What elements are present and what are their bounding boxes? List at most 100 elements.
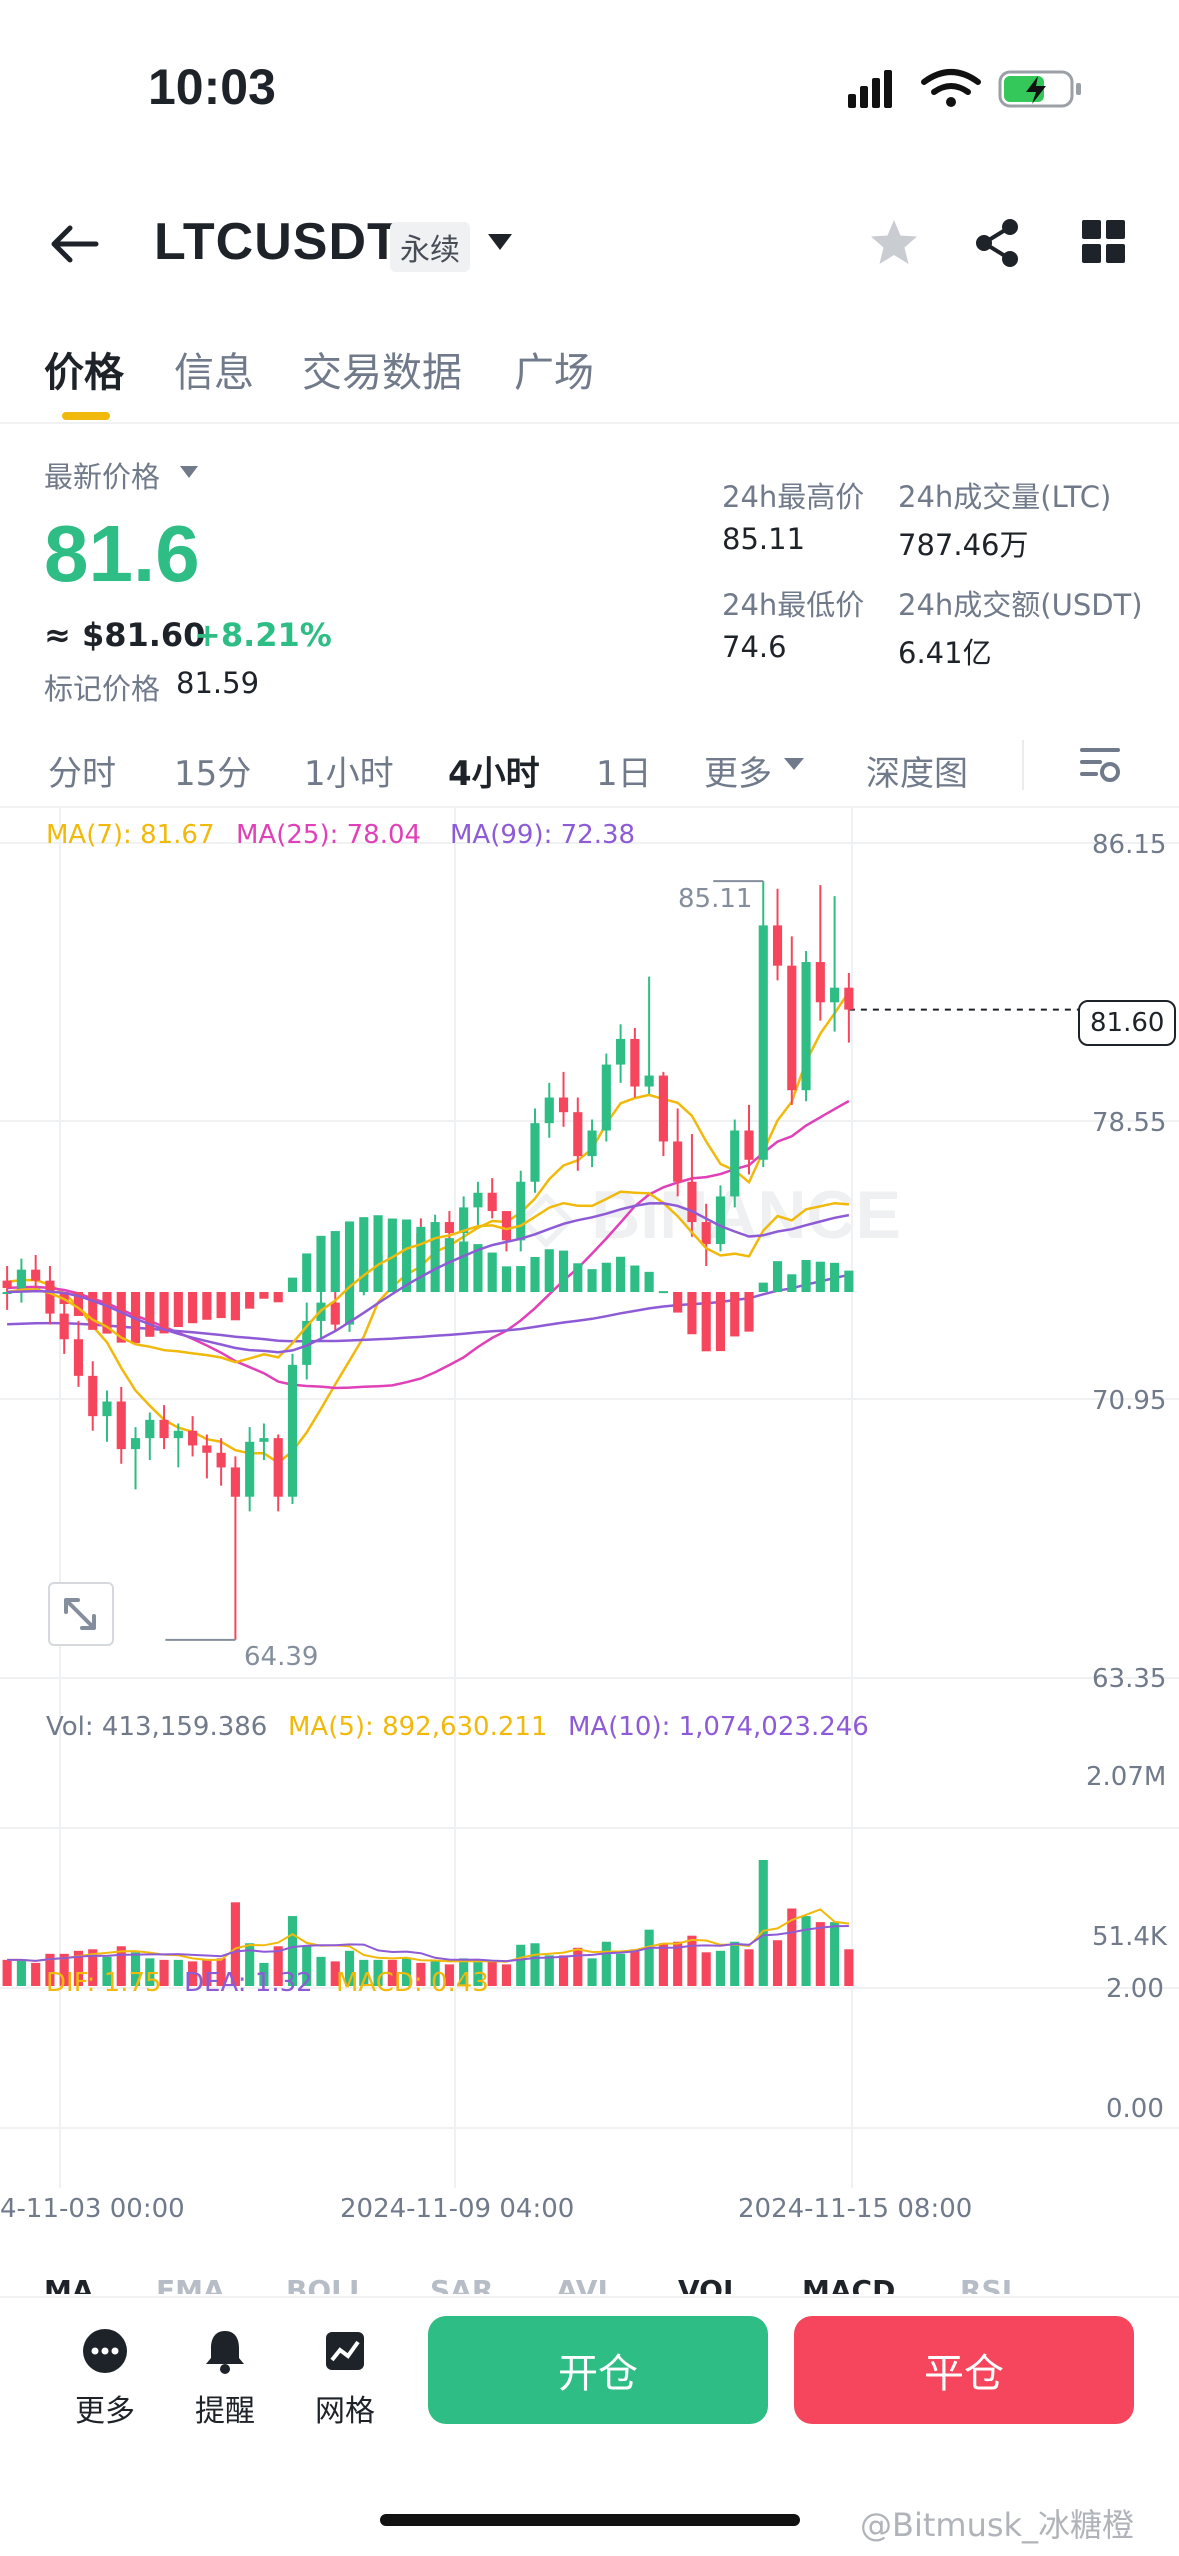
depth-chart-tab[interactable]: 深度图 — [866, 754, 968, 794]
macd-tick: 2.00 — [1106, 1974, 1164, 2004]
interval-4h[interactable]: 4小时 — [448, 754, 540, 794]
candle-body — [473, 1192, 483, 1208]
interval-bottom-divider — [0, 806, 1179, 808]
indicator-macd[interactable]: MACD — [802, 2274, 896, 2294]
caret-down-icon[interactable] — [178, 464, 200, 480]
candle-body — [801, 962, 811, 1091]
macd-histogram-bar — [573, 1263, 583, 1292]
volume-bar — [145, 1958, 155, 1986]
volume-bar — [2, 1959, 12, 1986]
pair-title[interactable]: LTCUSDT — [154, 213, 400, 271]
tab-price[interactable]: 价格 — [44, 350, 124, 396]
candle-body — [159, 1419, 169, 1439]
latest-price-label[interactable]: 最新价格 — [44, 460, 161, 494]
x-tick: 2024-11-09 04:00 — [340, 2194, 575, 2224]
close-position-button[interactable]: 平仓 — [794, 2316, 1134, 2424]
volume-bar — [245, 1943, 255, 1986]
volume-bar — [801, 1916, 811, 1986]
ma99-legend: MA(99): 72.38 — [450, 820, 636, 850]
volume-value: 787.46万 — [898, 528, 1029, 562]
candle-body — [88, 1375, 98, 1417]
volume-bar — [701, 1952, 711, 1986]
contract-badge: 永续 — [390, 222, 470, 272]
volume-bar — [59, 1953, 69, 1986]
y-tick: 86.15 — [1092, 830, 1167, 860]
candle-body — [31, 1269, 41, 1281]
pair-dropdown-icon[interactable] — [486, 232, 514, 252]
indicator-toolbar: MA EMA BOLL SAR AVL VOL MACD RSI — [0, 2240, 1179, 2294]
volume-bar — [573, 1947, 583, 1986]
tab-active-indicator — [62, 412, 110, 420]
indicator-boll[interactable]: BOLL — [286, 2274, 367, 2294]
interval-line[interactable]: 分时 — [48, 754, 116, 794]
vol-ma5-legend: MA(5): 892,630.211 — [288, 1712, 548, 1742]
y-tick: 70.95 — [1092, 1386, 1167, 1416]
volume-bar — [758, 1860, 768, 1986]
candle-body — [616, 1038, 626, 1065]
mark-price: 81.59 — [176, 666, 260, 700]
candles — [2, 880, 854, 1641]
macd-histogram-bar — [88, 1292, 98, 1330]
volume-bar — [673, 1941, 683, 1986]
grid-menu-icon[interactable] — [1082, 220, 1126, 264]
macd-histogram-bar — [815, 1261, 825, 1292]
macd-histogram-bar — [116, 1292, 126, 1343]
kline-chart[interactable]: ◇ BINANCE — [0, 808, 1179, 2228]
volume-bar — [116, 1946, 126, 1986]
macd-histogram-bar — [473, 1244, 483, 1292]
amount-label: 24h成交额(USDT) — [898, 588, 1143, 622]
interval-more[interactable]: 更多 — [704, 754, 772, 794]
alert-button[interactable]: 提醒 — [180, 2328, 270, 2430]
back-arrow-icon[interactable] — [50, 224, 100, 264]
grid-bot-button[interactable]: 网格 — [300, 2328, 390, 2430]
macd-histogram-bar — [459, 1241, 469, 1292]
volume-bar — [744, 1949, 754, 1986]
open-position-button[interactable]: 开仓 — [428, 2316, 768, 2424]
indicator-sar[interactable]: SAR — [430, 2274, 494, 2294]
candle-body — [459, 1207, 469, 1234]
macd-histogram-bar — [188, 1292, 198, 1324]
x-tick: 2024-11-15 08:00 — [738, 2194, 973, 2224]
chart-settings-icon[interactable] — [1078, 744, 1122, 784]
grid-bot-icon — [326, 2332, 364, 2370]
macd-histogram-bar — [801, 1260, 811, 1292]
more-caret-icon[interactable] — [782, 756, 806, 772]
volume-bar — [487, 1961, 497, 1986]
current-price-tag[interactable]: 81.60 — [1078, 1000, 1177, 1046]
macd-histogram-bar — [387, 1218, 397, 1292]
macd-histogram-bar — [587, 1269, 597, 1292]
candle-body — [188, 1430, 198, 1446]
star-icon[interactable] — [868, 218, 920, 268]
interval-1d[interactable]: 1日 — [596, 754, 652, 794]
tab-info[interactable]: 信息 — [174, 350, 254, 396]
more-button[interactable]: 更多 — [60, 2328, 150, 2430]
candle-body — [715, 1196, 726, 1245]
candle-body — [73, 1339, 84, 1376]
low-label: 24h最低价 — [722, 588, 865, 622]
indicator-ema[interactable]: EMA — [156, 2274, 225, 2294]
macd-histogram-bar — [630, 1265, 640, 1292]
volume-bar — [715, 1950, 726, 1986]
indicator-vol[interactable]: VOL — [678, 2274, 741, 2294]
macd-histogram-bar — [616, 1256, 626, 1292]
bottom-divider — [0, 2296, 1179, 2298]
share-icon[interactable] — [974, 218, 1022, 268]
volume-bar — [202, 1959, 212, 1986]
bell-icon — [206, 2331, 244, 2374]
macd-histogram-bar — [430, 1230, 440, 1292]
interval-1h[interactable]: 1小时 — [304, 754, 394, 794]
macd-legend: MACD: 0.43 — [336, 1968, 489, 1998]
candle-body — [259, 1438, 269, 1442]
interval-15m[interactable]: 15分 — [174, 754, 252, 794]
candle-body — [701, 1222, 711, 1245]
tab-square[interactable]: 广场 — [514, 350, 594, 396]
expand-icon[interactable] — [48, 1582, 114, 1646]
candle-body — [815, 962, 825, 1003]
macd-histogram-bar — [245, 1292, 255, 1309]
indicator-ma[interactable]: MA — [44, 2274, 94, 2294]
indicator-avl[interactable]: AVL — [556, 2274, 616, 2294]
macd-histogram-bar — [444, 1238, 454, 1292]
indicator-rsi[interactable]: RSI — [960, 2274, 1013, 2294]
tab-trading-data[interactable]: 交易数据 — [302, 350, 462, 396]
macd-histogram-bar — [673, 1292, 683, 1313]
